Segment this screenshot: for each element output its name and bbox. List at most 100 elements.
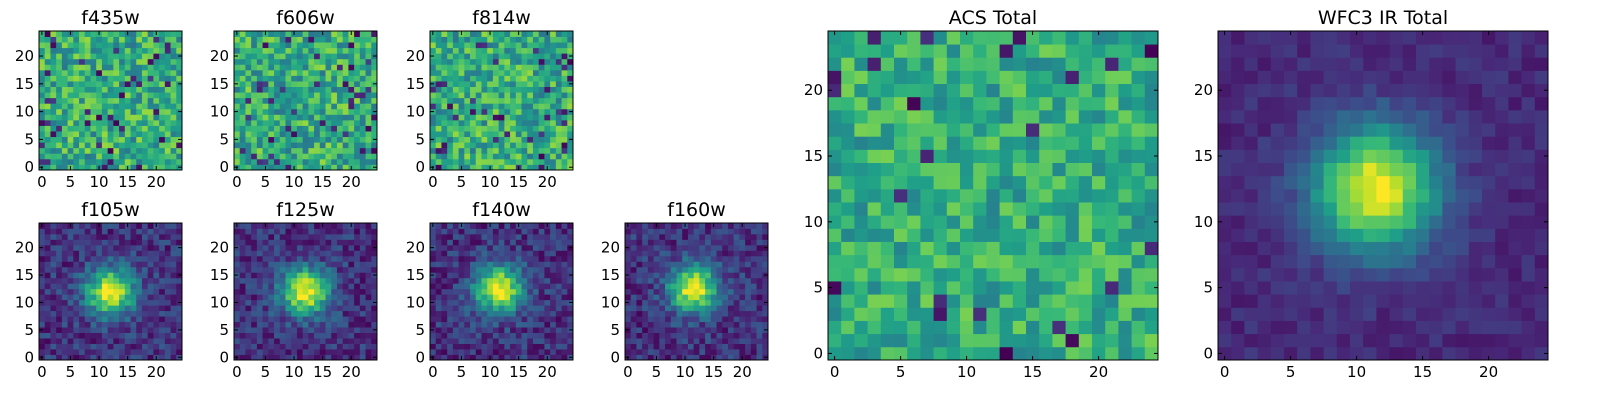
heatmap-cell (687, 299, 695, 306)
heatmap-cell (159, 272, 166, 279)
heatmap-cell (308, 343, 315, 350)
heatmap-cell (550, 310, 557, 317)
heatmap-cell (39, 349, 46, 355)
heatmap-cell (136, 36, 143, 43)
heatmap-cell (1118, 241, 1132, 256)
heatmap-cell (538, 42, 545, 49)
heatmap-cell (302, 299, 309, 306)
heatmap-cell (447, 277, 454, 284)
heatmap-cell (331, 58, 338, 65)
heatmap-cell (452, 349, 459, 355)
heatmap-cell (73, 119, 80, 126)
heatmap-cell (716, 288, 723, 295)
heatmap-cell (79, 69, 86, 76)
heatmap-cell (487, 69, 494, 76)
heatmap-cell (268, 223, 275, 229)
heatmap-cell (50, 108, 57, 115)
heatmap-cell (510, 153, 517, 160)
heatmap-cell (308, 136, 315, 143)
heatmap-cell (141, 332, 149, 339)
heatmap-cell (348, 47, 355, 54)
heatmap-cell (521, 31, 528, 37)
heatmap-cell (90, 114, 97, 121)
heatmap-cell (687, 233, 695, 240)
heatmap-cell (756, 321, 763, 328)
heatmap-cell (510, 119, 517, 126)
heatmap-cell (296, 153, 304, 160)
heatmap-cell (342, 86, 349, 93)
heatmap-cell (733, 338, 740, 344)
heatmap-cell (331, 64, 338, 71)
heatmap-cell (470, 299, 477, 306)
heatmap-cell (79, 142, 86, 149)
heatmap-cell (113, 343, 120, 350)
heatmap-cell (314, 69, 321, 76)
heatmap-cell (90, 283, 97, 290)
heatmap-cell (141, 131, 149, 138)
heatmap-cell (365, 108, 372, 115)
heatmap-cell (308, 58, 315, 65)
heatmap-cell (750, 294, 757, 301)
heatmap-cell (84, 103, 91, 110)
heatmap-cell (555, 147, 562, 154)
heatmap-cell (510, 64, 517, 71)
heatmap-cell (268, 239, 275, 246)
heatmap-cell (113, 147, 120, 154)
heatmap-cell (164, 255, 171, 262)
heatmap-cell (470, 153, 477, 160)
heatmap-cell (296, 164, 304, 171)
heatmap-cell (141, 86, 149, 93)
heatmap-cell (880, 149, 895, 163)
heatmap-cell (159, 75, 166, 82)
heatmap-cell (452, 332, 459, 339)
heatmap-cell (314, 125, 321, 132)
heatmap-cells (39, 223, 183, 361)
heatmap-cell (291, 92, 298, 99)
heatmap-cell (141, 261, 149, 268)
heatmap-cell (291, 327, 298, 333)
heatmap-cell (308, 321, 315, 328)
heatmap-cell (124, 158, 131, 165)
heatmap-cell (359, 42, 366, 49)
heatmap-cell (314, 31, 321, 37)
heatmap-cell (665, 294, 672, 301)
heatmap-cell (101, 349, 109, 355)
heatmap-cell (164, 164, 171, 171)
heatmap-cell (532, 272, 540, 279)
heatmap-cell (84, 69, 91, 76)
heatmap-cell (555, 266, 562, 273)
heatmap-cell (538, 86, 545, 93)
heatmap-cell (441, 277, 448, 284)
heatmap-cell (452, 136, 459, 143)
y-tick-label: 10 (15, 293, 34, 311)
heatmap-cell (176, 332, 183, 339)
heatmap-cell (359, 58, 366, 65)
heatmap-cell (268, 299, 275, 306)
heatmap-cell (481, 58, 488, 65)
heatmap-cell (544, 305, 551, 312)
heatmap-cell (642, 310, 649, 317)
heatmap-cell (96, 136, 103, 143)
heatmap-cell (50, 338, 57, 344)
heatmap-cell (365, 316, 372, 323)
heatmap-cell (762, 332, 769, 339)
heatmap-cell (510, 338, 517, 344)
heatmap-cell (159, 310, 166, 317)
heatmap-cell (920, 175, 934, 190)
heatmap-cell (44, 343, 51, 350)
heatmap-cell (452, 114, 459, 121)
heatmap-cell (39, 343, 46, 350)
heatmap-cell (625, 343, 632, 350)
heatmap-cell (487, 42, 494, 49)
heatmap-cell (920, 320, 934, 335)
heatmap-cell (365, 64, 372, 71)
heatmap-cell (933, 175, 948, 190)
heatmap-cell (527, 277, 534, 284)
heatmap-cell (492, 114, 500, 121)
heatmap-cell (176, 321, 183, 328)
x-tick-label: 0 (623, 363, 633, 381)
heatmap-cell (331, 97, 338, 104)
heatmap-cell (274, 53, 281, 60)
heatmap-cell (90, 327, 97, 333)
heatmap-cell (435, 47, 442, 54)
